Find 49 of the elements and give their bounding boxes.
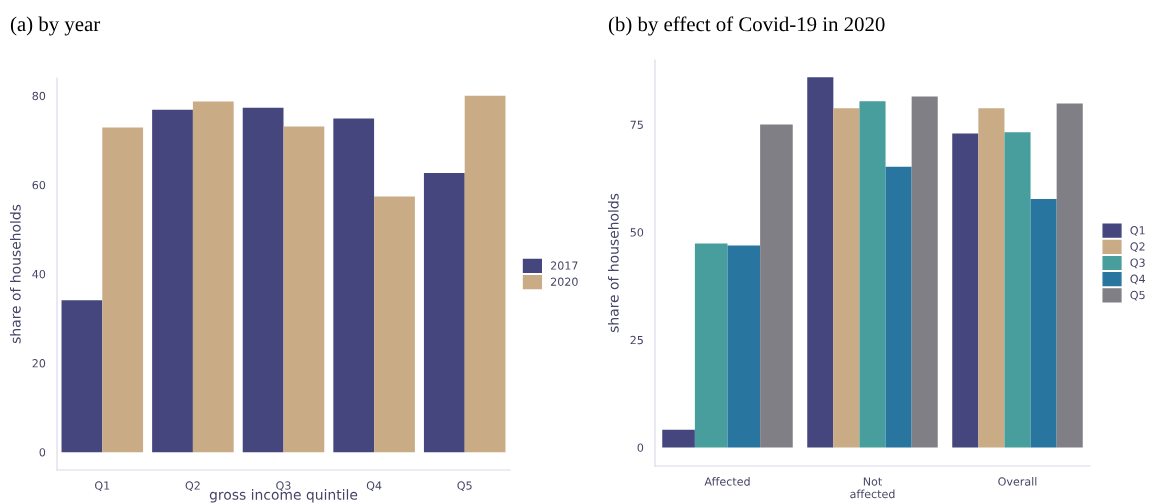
bar [1004, 132, 1031, 448]
x-tick-label: Not affected [850, 477, 895, 499]
x-tick-label: Q3 [276, 481, 291, 491]
legend-label: Q4 [1130, 274, 1145, 285]
legend-label: Q2 [1130, 242, 1145, 252]
x-tick-label: Affected [704, 477, 750, 486]
y-tick-label: 25 [630, 335, 643, 345]
y-tick-label: 0 [39, 448, 46, 457]
bar [242, 107, 284, 453]
bar [283, 126, 325, 453]
bar [192, 101, 234, 453]
bar [464, 95, 506, 453]
chart-title: (b) by effect of Covid-19 in 2020 [608, 16, 885, 36]
y-tick-label: 50 [630, 228, 644, 237]
bar [1056, 103, 1083, 448]
y-tick-label: 60 [32, 180, 46, 190]
y-axis-title: share of households [9, 204, 21, 344]
legend-label: 2017 [550, 261, 578, 270]
y-tick-label: 20 [32, 359, 46, 368]
bar [885, 166, 912, 448]
legend-label: Q3 [1130, 258, 1145, 269]
bar [1030, 199, 1057, 448]
y-tick-label: 0 [637, 443, 644, 452]
x-tick-label: Q1 [95, 481, 110, 491]
y-tick-label: 40 [32, 269, 46, 279]
x-tick-label: Q5 [457, 481, 472, 491]
bar [952, 133, 979, 448]
chart-title: (a) by year [10, 16, 101, 36]
legend-label: Q1 [1130, 226, 1145, 236]
bar [102, 127, 144, 453]
x-axis-title: gross income quintile [209, 489, 358, 503]
bar [61, 300, 103, 453]
y-tick-label: 75 [630, 120, 643, 129]
bar [833, 108, 860, 448]
x-tick-label: Q4 [366, 481, 382, 491]
bar [423, 172, 465, 453]
legend-label: Q5 [1130, 290, 1145, 301]
bar [333, 118, 375, 453]
bar [859, 101, 886, 448]
x-tick-label: Overall [998, 477, 1037, 486]
bar [807, 77, 834, 448]
bar [152, 109, 193, 453]
bar [374, 196, 415, 453]
x-tick-label: Q2 [185, 481, 200, 491]
y-axis-title: share of households [607, 193, 619, 333]
bar [978, 108, 1005, 448]
legend-label: 2020 [550, 277, 578, 286]
bar [911, 96, 938, 448]
y-tick-label: 80 [32, 91, 46, 101]
